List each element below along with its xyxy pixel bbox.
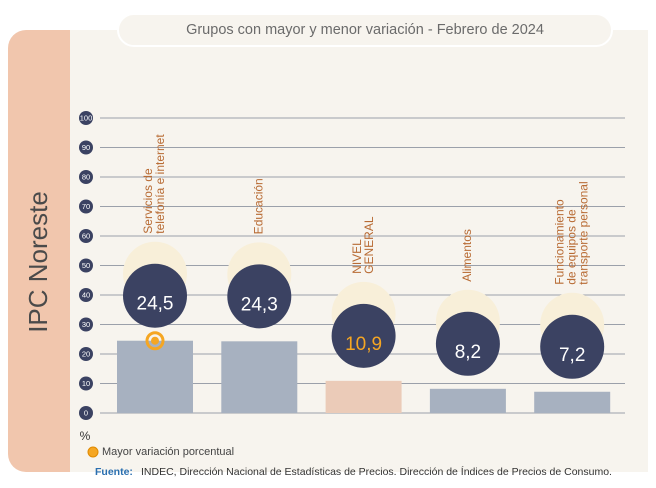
unit-label: % xyxy=(80,429,91,443)
chart-title: Grupos con mayor y menor variación - Feb… xyxy=(186,22,544,38)
y-tick-badge xyxy=(79,317,93,332)
category-label: NIVEL xyxy=(350,239,364,274)
y-tick-label: 20 xyxy=(82,349,90,358)
category-label: Servicios de xyxy=(141,168,155,234)
value-badge xyxy=(123,263,187,328)
y-tick-label: 10 xyxy=(82,379,90,388)
value-label: 24,5 xyxy=(137,294,174,315)
highlight-marker-dot xyxy=(151,336,159,345)
source-text: INDEC, Dirección Nacional de Estadística… xyxy=(141,465,612,478)
y-tick-badge xyxy=(79,140,93,155)
y-tick-badge xyxy=(79,199,93,214)
category-label: Educación xyxy=(251,178,265,234)
category-label: GENERAL xyxy=(362,216,376,274)
y-tick-badge xyxy=(79,406,93,420)
value-label: 7,2 xyxy=(559,345,585,366)
y-tick-label: 60 xyxy=(82,231,90,240)
bar xyxy=(429,388,506,413)
category-label: Alimentos xyxy=(460,229,474,282)
y-tick-badge xyxy=(79,347,93,361)
y-tick-label: 30 xyxy=(82,320,90,329)
value-label: 10,9 xyxy=(345,334,382,355)
y-tick-label: 0 xyxy=(84,408,88,417)
category-label: Funcionamiento xyxy=(552,199,566,285)
highlight-marker xyxy=(145,331,165,351)
category-label: transporte personal xyxy=(576,181,590,284)
source-label: Fuente: xyxy=(95,466,133,478)
y-tick-badge xyxy=(79,376,93,391)
category-label: telefonía e internet xyxy=(153,134,167,234)
y-tick-badge xyxy=(79,170,93,184)
value-badge xyxy=(227,264,292,329)
legend-marker xyxy=(87,446,99,458)
y-tick-label: 90 xyxy=(82,143,90,152)
bar xyxy=(534,391,611,413)
y-tick-badge xyxy=(79,258,93,273)
y-tick-badge xyxy=(79,111,93,125)
value-badge xyxy=(435,311,500,376)
side-title: IPC Noreste xyxy=(23,191,53,333)
y-tick-badge xyxy=(79,288,93,302)
title-pill xyxy=(117,13,613,47)
y-tick-label: 40 xyxy=(82,290,90,299)
value-badge xyxy=(540,314,605,379)
value-label: 8,2 xyxy=(455,342,481,363)
y-tick-badge xyxy=(79,229,93,243)
legend-label: Mayor variación porcentual xyxy=(102,446,234,458)
bar xyxy=(325,380,402,413)
bar xyxy=(221,341,298,413)
value-label: 24,3 xyxy=(241,294,278,315)
y-tick-label: 70 xyxy=(82,202,90,211)
value-badge xyxy=(331,303,396,368)
y-tick-label: 100 xyxy=(80,113,93,122)
bar xyxy=(117,340,193,413)
y-tick-label: 50 xyxy=(82,261,90,270)
category-label: de equipos de xyxy=(564,209,578,285)
y-tick-label: 80 xyxy=(82,172,90,181)
